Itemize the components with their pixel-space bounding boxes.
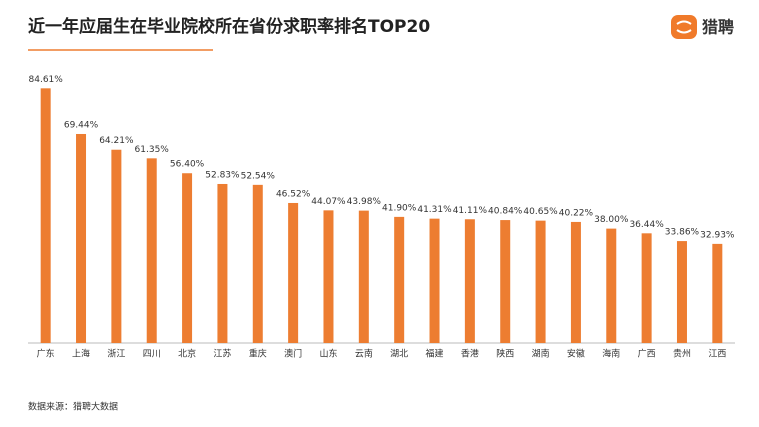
- value-label: 52.54%: [241, 171, 276, 181]
- bar: [146, 158, 157, 343]
- value-label: 33.86%: [665, 228, 700, 238]
- value-label: 61.35%: [135, 145, 170, 155]
- x-tick-label: 山东: [319, 348, 337, 360]
- x-tick-label: 北京: [178, 348, 196, 360]
- x-tick-label: 江苏: [213, 348, 231, 360]
- value-label: 36.44%: [629, 220, 664, 230]
- x-tick-label: 福建: [426, 348, 444, 360]
- bar: [464, 219, 475, 343]
- brand-name: 猎聘: [702, 18, 734, 37]
- bar: [111, 149, 122, 343]
- bar: [252, 184, 263, 343]
- x-tick-label: 湖南: [532, 348, 550, 360]
- x-tick-label: 四川: [143, 350, 161, 360]
- bar: [40, 88, 51, 343]
- bar: [288, 202, 299, 343]
- bar: [535, 220, 546, 343]
- value-label: 38.00%: [594, 215, 629, 225]
- value-label: 64.21%: [99, 136, 134, 146]
- bar: [182, 173, 193, 343]
- chart-title: 近一年应届生在毕业院校所在省份求职率排名TOP20: [28, 16, 430, 37]
- bar: [429, 218, 440, 343]
- x-tick-label: 海南: [602, 348, 620, 360]
- value-label: 32.93%: [700, 230, 735, 240]
- x-tick-label: 广西: [638, 348, 656, 360]
- x-tick-label: 澳门: [284, 348, 302, 360]
- bar: [641, 233, 652, 343]
- bar: [358, 210, 369, 343]
- x-tick-label: 香港: [461, 348, 479, 360]
- bar: [570, 221, 581, 343]
- bar: [217, 183, 228, 343]
- logo-icon: [671, 15, 697, 39]
- x-tick-label: 云南: [355, 348, 373, 360]
- source-note: 数据来源：猎聘大数据: [28, 401, 118, 413]
- x-tick-label: 湖北: [390, 349, 408, 360]
- value-label: 41.31%: [417, 205, 452, 215]
- value-label: 44.07%: [311, 197, 346, 207]
- value-label: 56.40%: [170, 160, 205, 170]
- value-label: 40.65%: [523, 207, 558, 217]
- x-tick-label: 重庆: [249, 348, 267, 360]
- bar: [500, 220, 511, 343]
- value-label: 41.90%: [382, 203, 417, 213]
- bar: [676, 241, 687, 343]
- value-label: 69.44%: [64, 120, 99, 130]
- x-tick-label: 广东: [37, 348, 55, 360]
- value-label: 43.98%: [347, 197, 382, 207]
- bar: [606, 228, 617, 343]
- x-tick-label: 贵州: [673, 348, 691, 360]
- value-label: 52.83%: [205, 170, 240, 180]
- bar: [76, 133, 87, 343]
- x-tick-label: 江西: [708, 349, 726, 360]
- value-label: 46.52%: [276, 189, 311, 199]
- x-tick-label: 上海: [72, 348, 90, 360]
- x-tick-label: 浙江: [107, 348, 125, 360]
- bar: [394, 216, 405, 343]
- logo-mark: [676, 20, 692, 34]
- value-label: 84.61%: [29, 75, 64, 85]
- x-tick-label: 安徽: [567, 348, 585, 360]
- bar: [712, 243, 723, 343]
- x-tick-label: 陕西: [496, 348, 514, 360]
- value-label: 40.84%: [488, 207, 523, 217]
- bar: [323, 210, 334, 343]
- value-label: 40.22%: [559, 208, 594, 218]
- value-label: 41.11%: [453, 206, 488, 216]
